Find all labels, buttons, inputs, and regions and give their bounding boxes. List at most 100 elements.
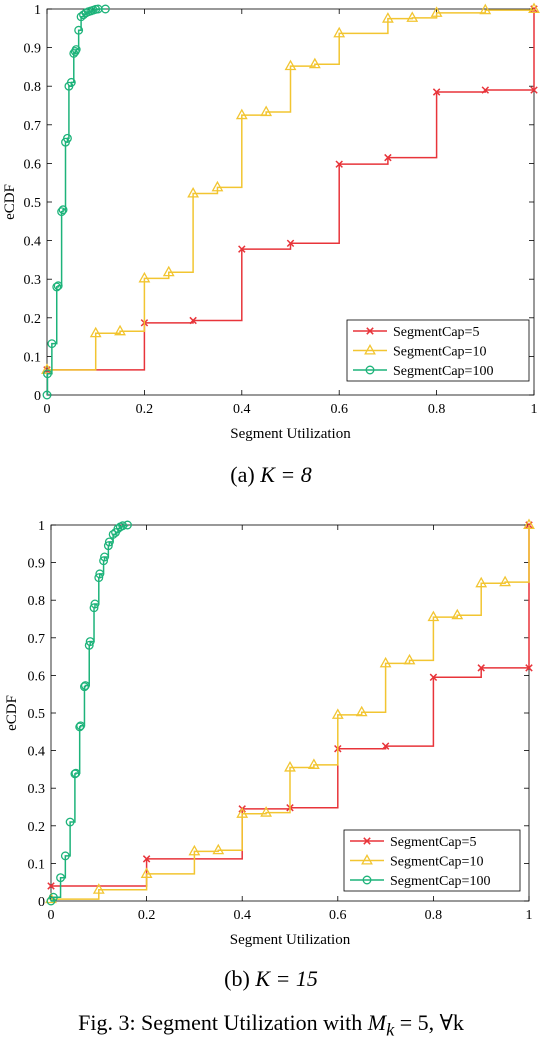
- y-tick-label-0-3: 0.3: [24, 273, 42, 288]
- y-tick-label-0-5: 0.5: [24, 196, 42, 211]
- data-point-0-0-6: [384, 153, 392, 162]
- data-point-1-1-3: [188, 844, 201, 856]
- series-0-2: [42, 4, 110, 400]
- data-point-0-1-1: [89, 326, 102, 338]
- data-point-1-2-26: [123, 520, 132, 530]
- data-point-1-1-8: [307, 758, 320, 769]
- data-point-0-1-7: [235, 108, 248, 120]
- data-point-1-1-1: [92, 883, 105, 894]
- y-tick-label-0-6: 0.6: [24, 157, 42, 172]
- data-point-1-0-8: [525, 664, 533, 672]
- data-point-0-1-5: [187, 186, 200, 198]
- legend-label-1-1: SegmentCap=10: [390, 855, 483, 870]
- data-point-1-1-7: [284, 760, 296, 772]
- data-point-0-2-1: [43, 369, 52, 379]
- data-point-0-1-9: [284, 59, 297, 71]
- data-point-0-0-7: [432, 88, 441, 96]
- data-point-1-0-5: [381, 742, 390, 750]
- data-point-1-2-9: [80, 682, 89, 692]
- data-point-0-2-8: [63, 133, 72, 143]
- data-point-0-2-6: [58, 205, 68, 215]
- x-tick-label-1-1: 0.2: [138, 908, 156, 923]
- subcaption-a: (a) K = 8: [0, 462, 542, 488]
- data-point-1-2-5: [70, 769, 80, 779]
- data-point-1-2-18: [100, 552, 109, 562]
- x-tick-label-0-3: 0.6: [330, 402, 348, 417]
- data-point-1-2-25: [118, 521, 128, 531]
- data-point-0-0-9: [530, 86, 538, 94]
- chart-1: 0 0.2 0.4 0.6 0.8 1 0 0.1 0.2 0.3 0.4 0.5 0.6 0.7 0.8 0…: [4, 518, 535, 948]
- data-point-1-1-4: [212, 843, 225, 855]
- data-point-1-1-6: [260, 806, 273, 817]
- x-tick-label-0-0: 0: [44, 402, 51, 417]
- data-point-1-1-2: [140, 867, 153, 878]
- data-point-0-1-13: [406, 11, 419, 22]
- y-tick-label-1-8: 0.8: [28, 594, 46, 609]
- y-tick-label-1-6: 0.6: [28, 669, 46, 684]
- data-point-1-2-7: [75, 722, 85, 732]
- data-point-0-2-0: [42, 390, 52, 400]
- series-1-1: [45, 518, 535, 904]
- x-axis-label-1: Segment Utilization: [230, 932, 351, 948]
- x-tick-label-0-2: 0.4: [233, 402, 251, 417]
- data-point-1-2-17: [99, 556, 109, 566]
- series-line-1-1: [51, 525, 530, 900]
- data-point-1-2-11: [84, 640, 94, 650]
- y-axis-label-0: eCDF: [2, 184, 18, 220]
- data-point-1-0-0: [47, 882, 55, 890]
- figure-caption: Fig. 3: Segment Utilization with Mk = 5,…: [0, 1010, 542, 1040]
- data-point-1-0-7: [477, 664, 485, 672]
- subcaption-b-math: K = 15: [255, 966, 318, 991]
- data-point-0-0-5: [335, 160, 343, 168]
- series-line-0-1: [47, 9, 535, 371]
- y-tick-label-1-1: 0.1: [28, 857, 46, 872]
- y-tick-label-1-4: 0.4: [28, 745, 46, 760]
- data-point-1-1-9: [331, 708, 344, 719]
- data-point-0-0-4: [286, 239, 295, 248]
- data-point-0-2-10: [66, 77, 76, 87]
- legend-marker-0-0: [366, 327, 374, 335]
- y-tick-label-0-0: 0: [34, 389, 41, 404]
- data-point-1-2-13: [89, 603, 99, 613]
- data-point-1-1-10: [355, 705, 368, 717]
- subcaption-a-math: K = 8: [260, 462, 312, 487]
- data-point-1-2-6: [71, 768, 81, 778]
- data-point-1-2-19: [103, 541, 113, 551]
- caption-prefix: Fig. 3: Segment Utilization with: [78, 1010, 368, 1035]
- y-tick-label-0-4: 0.4: [24, 235, 42, 250]
- y-axis-label-1: eCDF: [4, 695, 20, 731]
- data-point-0-2-3: [52, 282, 62, 292]
- data-point-0-1-11: [333, 26, 346, 38]
- data-point-1-2-21: [108, 529, 118, 539]
- legend-label-1-0: SegmentCap=5: [390, 835, 476, 850]
- y-tick-label-0-8: 0.8: [24, 80, 42, 95]
- legend-marker-0-1: [364, 343, 376, 355]
- x-tick-label-0-5: 1: [531, 402, 538, 417]
- data-point-1-1-17: [523, 518, 535, 530]
- data-point-0-1-4: [162, 265, 175, 277]
- data-point-1-2-8: [76, 721, 86, 731]
- legend-marker-1-1: [361, 853, 373, 865]
- series-0-1: [41, 2, 540, 374]
- data-point-1-2-20: [104, 537, 114, 547]
- data-point-1-1-16: [499, 575, 512, 587]
- y-tick-label-0-1: 0.1: [24, 350, 42, 365]
- y-tick-label-0-10: 1: [34, 3, 41, 18]
- chart-0: 0 0.2 0.4 0.6 0.8 1 0 0.1 0.2 0.3 0.4 0.5 0.6 0.7 0.8 0…: [2, 2, 540, 442]
- legend-marker-1-0: [363, 837, 371, 845]
- legend-label-0-0: SegmentCap=5: [393, 325, 479, 340]
- data-point-1-0-6: [429, 673, 438, 682]
- data-point-0-1-10: [308, 57, 321, 69]
- x-tick-label-0-4: 0.8: [428, 402, 446, 417]
- data-point-0-2-14: [74, 25, 84, 35]
- series-line-1-2: [51, 525, 129, 902]
- y-tick-label-1-3: 0.3: [28, 782, 46, 797]
- data-point-0-2-4: [53, 281, 63, 291]
- y-tick-label-0-7: 0.7: [24, 119, 42, 134]
- legend-0: SegmentCap=5 SegmentCap=10 SegmentCap=100: [346, 319, 530, 382]
- data-point-0-1-2: [114, 324, 126, 336]
- legend-label-0-1: SegmentCap=10: [393, 345, 486, 360]
- data-point-1-2-1: [48, 892, 58, 902]
- data-point-1-2-15: [94, 573, 104, 583]
